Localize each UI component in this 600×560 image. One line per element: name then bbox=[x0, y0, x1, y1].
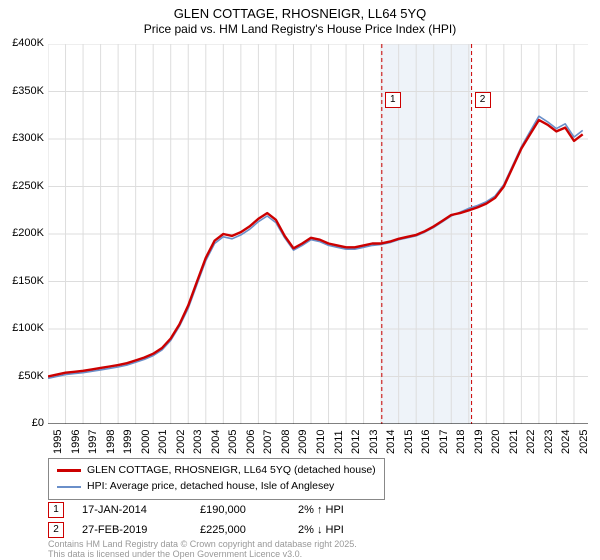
legend-label: HPI: Average price, detached house, Isle… bbox=[87, 479, 334, 495]
x-tick-label: 2000 bbox=[140, 430, 152, 454]
x-tick-label: 1996 bbox=[70, 430, 82, 454]
x-tick-label: 2007 bbox=[262, 430, 274, 454]
x-tick-label: 1995 bbox=[52, 430, 64, 454]
sale-hpi: 2% ↑ HPI bbox=[298, 504, 378, 516]
x-tick-label: 2021 bbox=[508, 430, 520, 454]
chart-area: 12£0£50K£100K£150K£200K£250K£300K£350K£4… bbox=[48, 44, 588, 424]
marker-icon: 2 bbox=[48, 522, 64, 538]
sales-table: 1 17-JAN-2014 £190,000 2% ↑ HPI 2 27-FEB… bbox=[48, 500, 378, 540]
sale-date: 27-FEB-2019 bbox=[82, 524, 182, 536]
x-tick-label: 2022 bbox=[525, 430, 537, 454]
x-tick-label: 2018 bbox=[455, 430, 467, 454]
title-block: GLEN COTTAGE, RHOSNEIGR, LL64 5YQ Price … bbox=[0, 0, 600, 37]
y-tick-label: £100K bbox=[2, 322, 44, 334]
legend-item: GLEN COTTAGE, RHOSNEIGR, LL64 5YQ (detac… bbox=[57, 463, 376, 479]
x-tick-label: 2013 bbox=[368, 430, 380, 454]
chart-marker: 1 bbox=[385, 92, 401, 108]
x-tick-label: 2011 bbox=[333, 430, 345, 454]
sale-price: £190,000 bbox=[200, 504, 280, 516]
y-tick-label: £0 bbox=[2, 417, 44, 429]
x-tick-label: 2024 bbox=[560, 430, 572, 454]
line-chart bbox=[48, 44, 588, 424]
x-tick-label: 2003 bbox=[192, 430, 204, 454]
legend-swatch bbox=[57, 469, 81, 472]
y-tick-label: £200K bbox=[2, 227, 44, 239]
x-tick-label: 2006 bbox=[245, 430, 257, 454]
x-tick-label: 2002 bbox=[175, 430, 187, 454]
chart-marker: 2 bbox=[475, 92, 491, 108]
x-tick-label: 2017 bbox=[438, 430, 450, 454]
root: GLEN COTTAGE, RHOSNEIGR, LL64 5YQ Price … bbox=[0, 0, 600, 560]
y-tick-label: £50K bbox=[2, 370, 44, 382]
x-tick-label: 1997 bbox=[87, 430, 99, 454]
x-tick-label: 1999 bbox=[122, 430, 134, 454]
y-tick-label: £150K bbox=[2, 275, 44, 287]
sales-row: 1 17-JAN-2014 £190,000 2% ↑ HPI bbox=[48, 500, 378, 520]
sale-hpi: 2% ↓ HPI bbox=[298, 524, 378, 536]
sales-row: 2 27-FEB-2019 £225,000 2% ↓ HPI bbox=[48, 520, 378, 540]
y-tick-label: £300K bbox=[2, 132, 44, 144]
x-tick-label: 2020 bbox=[490, 430, 502, 454]
attribution-line2: This data is licensed under the Open Gov… bbox=[48, 550, 357, 560]
x-tick-label: 1998 bbox=[105, 430, 117, 454]
y-tick-label: £250K bbox=[2, 180, 44, 192]
y-tick-label: £400K bbox=[2, 37, 44, 49]
x-tick-label: 2023 bbox=[543, 430, 555, 454]
x-tick-label: 2005 bbox=[227, 430, 239, 454]
x-tick-label: 2015 bbox=[403, 430, 415, 454]
x-tick-label: 2014 bbox=[385, 430, 397, 454]
x-tick-label: 2008 bbox=[280, 430, 292, 454]
x-tick-label: 2001 bbox=[157, 430, 169, 454]
x-tick-label: 2019 bbox=[473, 430, 485, 454]
title-line1: GLEN COTTAGE, RHOSNEIGR, LL64 5YQ bbox=[0, 6, 600, 22]
marker-icon: 1 bbox=[48, 502, 64, 518]
legend-swatch bbox=[57, 486, 81, 488]
attribution: Contains HM Land Registry data © Crown c… bbox=[48, 540, 357, 560]
x-tick-label: 2004 bbox=[210, 430, 222, 454]
x-tick-label: 2025 bbox=[578, 430, 590, 454]
x-tick-label: 2010 bbox=[315, 430, 327, 454]
legend: GLEN COTTAGE, RHOSNEIGR, LL64 5YQ (detac… bbox=[48, 458, 385, 500]
y-tick-label: £350K bbox=[2, 85, 44, 97]
sale-date: 17-JAN-2014 bbox=[82, 504, 182, 516]
legend-item: HPI: Average price, detached house, Isle… bbox=[57, 479, 376, 495]
x-tick-label: 2012 bbox=[350, 430, 362, 454]
title-line2: Price paid vs. HM Land Registry's House … bbox=[0, 22, 600, 37]
legend-label: GLEN COTTAGE, RHOSNEIGR, LL64 5YQ (detac… bbox=[87, 463, 376, 479]
x-tick-label: 2009 bbox=[297, 430, 309, 454]
x-tick-label: 2016 bbox=[420, 430, 432, 454]
sale-price: £225,000 bbox=[200, 524, 280, 536]
